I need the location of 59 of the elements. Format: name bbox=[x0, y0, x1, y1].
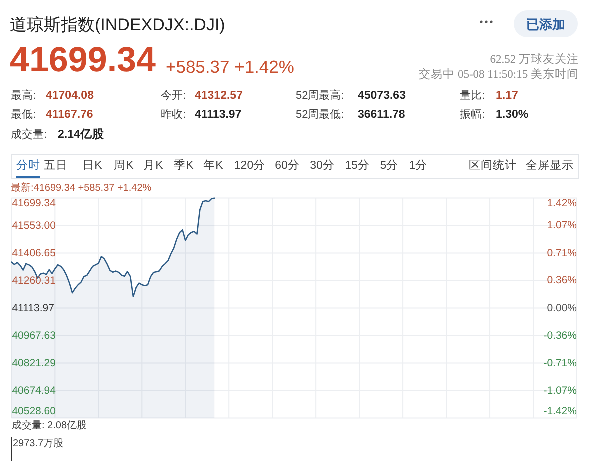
y-tick-label: 41260.31 bbox=[12, 274, 56, 287]
y2-tick-label: -0.71% bbox=[544, 357, 577, 370]
y-tick-label: 41699.34 bbox=[12, 197, 56, 210]
text: 45073.63 bbox=[358, 90, 406, 102]
text: +585.37 +1.42% bbox=[166, 57, 294, 77]
text: 15分 bbox=[345, 159, 370, 172]
text: 日K bbox=[82, 159, 103, 172]
y2-tick-label: 1.42% bbox=[547, 197, 577, 210]
y2-tick-label: 1.07% bbox=[547, 219, 577, 232]
y-tick-label: 41406.65 bbox=[12, 247, 56, 260]
text: 分时 bbox=[16, 159, 40, 172]
text: 5分 bbox=[380, 159, 399, 172]
text: 量比: bbox=[460, 89, 486, 102]
y-tick-label: 41553.00 bbox=[12, 220, 56, 232]
text: 52周最低: bbox=[296, 109, 344, 121]
text: 52周最高: bbox=[296, 89, 344, 102]
y-tick-label: 40821.29 bbox=[12, 357, 56, 370]
text: 62.52 万球友关注 bbox=[490, 52, 579, 66]
button-added: 已添加 bbox=[514, 10, 578, 38]
text: 季K bbox=[174, 159, 194, 172]
text: 今开: bbox=[161, 90, 186, 102]
text: 五日 bbox=[44, 159, 68, 172]
text: 2973.7万股 bbox=[13, 438, 64, 450]
y2-tick-label: -1.42% bbox=[544, 405, 577, 418]
text: 41704.08 bbox=[46, 90, 95, 102]
y-tick-label: 40528.60 bbox=[12, 405, 56, 418]
text: 1.17 bbox=[496, 90, 518, 102]
text: 成交量: bbox=[11, 128, 48, 141]
text: 2.14亿股 bbox=[58, 128, 106, 141]
y2-tick-label: 0.36% bbox=[547, 274, 577, 286]
y2-tick-label: 0.00% bbox=[547, 302, 577, 314]
text: 昨收: bbox=[161, 109, 186, 121]
text: 最低: bbox=[11, 109, 36, 121]
text: 1.30% bbox=[496, 109, 529, 121]
text: 60分 bbox=[275, 159, 300, 172]
text: 最新:41699.34 +585.37 +1.42% bbox=[11, 182, 152, 194]
text: 1分 bbox=[409, 159, 428, 172]
y-tick-label: 41113.97 bbox=[12, 302, 55, 314]
text: 全屏显示 bbox=[526, 159, 574, 172]
text: 120分 bbox=[234, 159, 266, 172]
text: 振幅: bbox=[460, 109, 486, 121]
y2-tick-label: -0.36% bbox=[544, 330, 577, 342]
chart-title: 道琼斯指数(INDEXDJX:.DJI) bbox=[10, 16, 226, 34]
y2-tick-label: -1.07% bbox=[544, 385, 577, 398]
text: 成交量: 2.08亿股 bbox=[12, 420, 88, 432]
text: 年K bbox=[204, 159, 224, 172]
text: 41167.76 bbox=[46, 109, 94, 121]
text: 最高: bbox=[11, 89, 36, 102]
y2-tick-label: 0.71% bbox=[547, 247, 577, 260]
text: 36611.78 bbox=[358, 109, 406, 121]
text: 区间统计 bbox=[469, 158, 517, 172]
text: 41113.97 bbox=[195, 109, 242, 121]
text: 30分 bbox=[310, 159, 335, 172]
y-tick-label: 40674.94 bbox=[12, 384, 56, 397]
text: 月K bbox=[144, 159, 164, 172]
text: 周K bbox=[114, 159, 134, 172]
y-tick-label: 40967.63 bbox=[12, 330, 56, 342]
text: 41312.57 bbox=[195, 90, 243, 102]
text: 交易中 05-08 11:50:15 美东时间 bbox=[419, 67, 579, 81]
